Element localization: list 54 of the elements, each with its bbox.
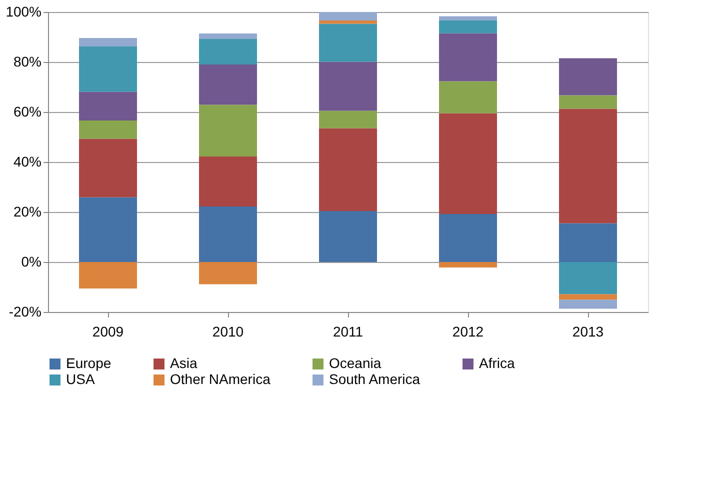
bar — [319, 110, 377, 128]
bar — [559, 58, 617, 96]
y-tick-label: 0% — [21, 254, 42, 270]
legend-label: Africa — [479, 355, 515, 371]
legend-label: Oceania — [329, 355, 382, 371]
bar — [79, 120, 137, 139]
bar — [439, 262, 497, 268]
bar — [559, 223, 617, 262]
bar — [439, 81, 497, 114]
bar — [439, 16, 497, 20]
bar — [319, 12, 377, 20]
x-tick-label: 2013 — [572, 324, 604, 340]
bar — [79, 38, 137, 46]
bar — [439, 214, 497, 262]
bar — [199, 64, 257, 105]
legend-label: Europe — [66, 355, 112, 371]
legend-label: Asia — [170, 355, 198, 371]
bar — [199, 104, 257, 156]
y-tick-label: -20% — [8, 304, 42, 320]
bar — [319, 128, 377, 211]
bar — [559, 300, 617, 309]
bar — [559, 108, 617, 224]
y-tick-label: 40% — [13, 154, 42, 170]
bar — [559, 262, 617, 294]
bar — [319, 62, 377, 111]
bar — [199, 156, 257, 206]
bar — [79, 46, 137, 92]
bar — [79, 197, 137, 262]
bar — [319, 24, 377, 62]
bar — [559, 294, 617, 300]
x-tick-label: 2010 — [212, 324, 244, 340]
legend-label: USA — [66, 371, 96, 387]
x-tick-label: 2011 — [332, 324, 364, 340]
bar — [439, 113, 497, 214]
bar — [199, 34, 257, 39]
bar — [79, 92, 137, 120]
y-tick-label: 100% — [6, 4, 42, 20]
x-tick-label: 2012 — [452, 324, 484, 340]
bar — [79, 138, 137, 198]
bar — [199, 262, 257, 284]
bar — [439, 33, 497, 82]
bar — [439, 20, 497, 34]
bar — [79, 262, 137, 288]
y-tick-label: 60% — [13, 104, 42, 120]
bar — [559, 95, 617, 109]
legend-label: Other NAmerica — [170, 371, 271, 387]
legend-label: South America — [329, 371, 420, 387]
y-tick-label: 80% — [13, 54, 42, 70]
bar — [319, 211, 377, 262]
x-tick-label: 2009 — [92, 324, 124, 340]
bar — [199, 39, 257, 64]
bar — [319, 20, 377, 24]
bar — [199, 206, 257, 262]
y-tick-label: 20% — [13, 204, 42, 220]
